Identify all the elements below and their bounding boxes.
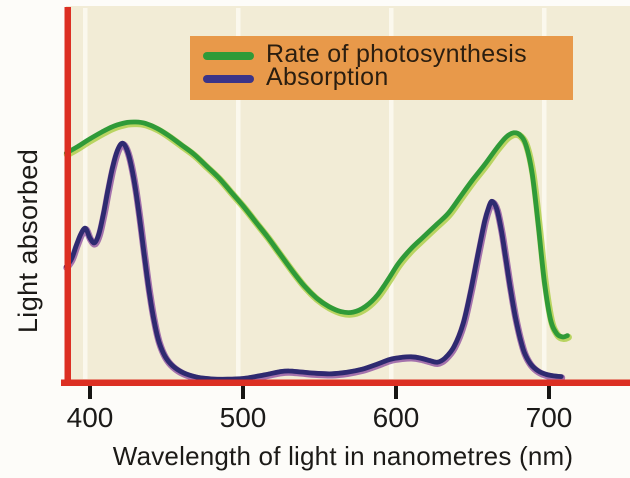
legend-label: Rate of photosynthesis <box>266 40 527 68</box>
tick-400 <box>88 386 92 399</box>
tick-label-700: 700 <box>526 402 573 433</box>
y-axis-line <box>64 7 71 386</box>
tick-600 <box>394 386 398 399</box>
legend-item-absorption: Absorption <box>203 63 573 91</box>
tick-700 <box>547 386 551 399</box>
x-axis-ticks <box>88 386 551 399</box>
legend-label: Absorption <box>266 63 389 91</box>
legend-swatch-green <box>203 51 254 60</box>
tick-label-600: 600 <box>373 402 420 433</box>
gridline-500 <box>236 8 241 379</box>
x-axis-tick-labels: 400 500 600 700 <box>67 402 573 433</box>
gridline-600 <box>389 8 394 379</box>
data-curves <box>63 119 572 384</box>
x-axis-title: Wavelength of light in nanometres (nm) <box>112 441 574 471</box>
tick-label-400: 400 <box>67 402 114 433</box>
legend-box: Rate of photosynthesis Absorption <box>190 36 573 100</box>
legend-item-photosynthesis: Rate of photosynthesis <box>203 40 573 68</box>
curve-photosynthesis <box>63 119 570 340</box>
curve-absorption <box>63 140 564 382</box>
gridlines <box>83 8 547 379</box>
gridline-700 <box>542 8 547 379</box>
tick-500 <box>241 386 245 399</box>
gridline-400 <box>83 8 88 379</box>
tick-label-500: 500 <box>220 402 267 433</box>
x-axis-line <box>61 379 630 386</box>
y-axis-title: Light absorbed <box>13 148 43 334</box>
legend-swatch-blue <box>203 74 254 83</box>
